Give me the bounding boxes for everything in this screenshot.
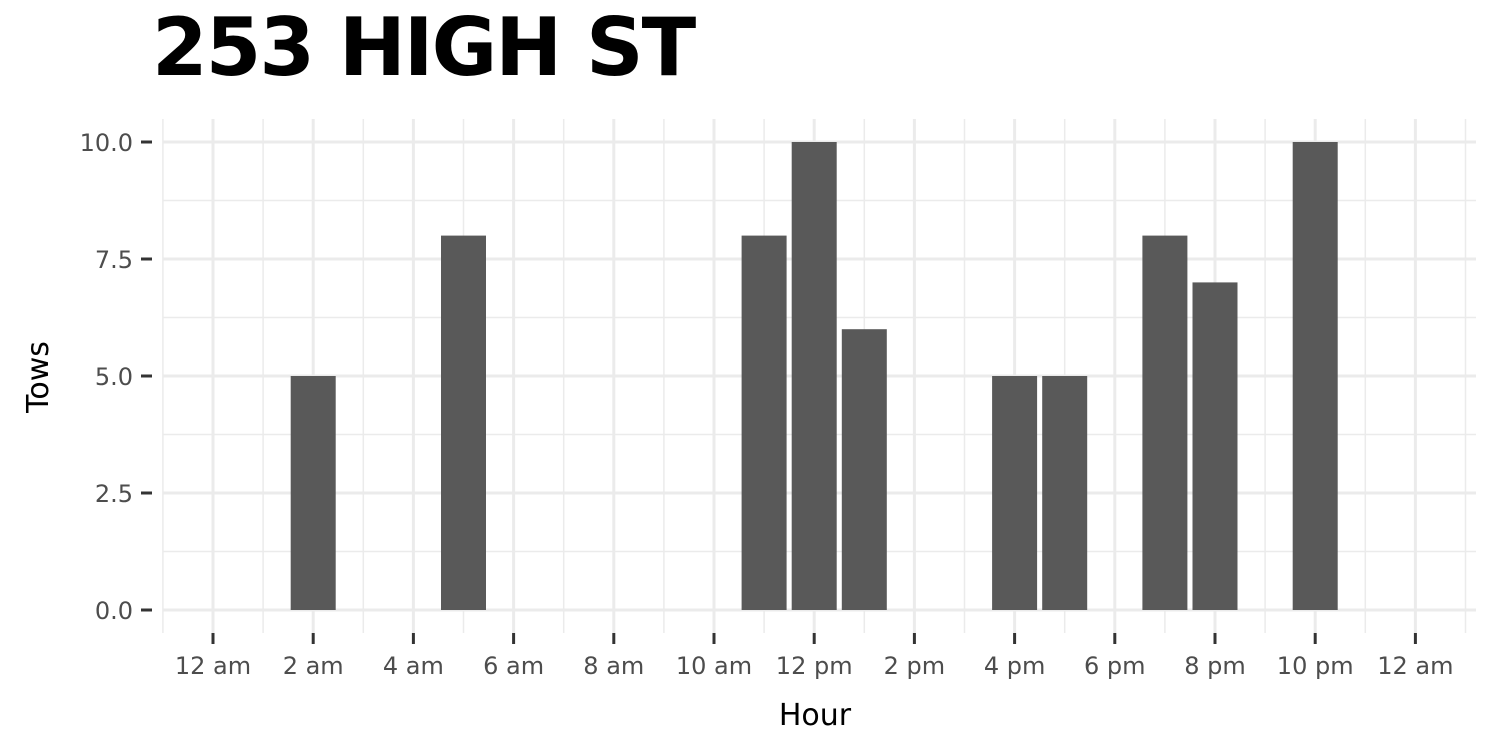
x-tick-label: 10 pm [1277, 652, 1354, 680]
y-tick-label: 10.0 [80, 129, 133, 157]
bar-hour-2 [290, 376, 336, 610]
bar-hour-20 [1192, 282, 1238, 610]
x-tick-label: 6 am [483, 652, 544, 680]
bar-hour-13 [841, 329, 887, 610]
bar-hour-12 [791, 142, 837, 610]
x-tick-label: 2 am [283, 652, 344, 680]
x-axis: 12 am 2 am 4 am 6 am 8 am 10 am 12 pm 2 pm 4 pm 6… [175, 633, 1454, 680]
x-tick-label: 4 am [383, 652, 444, 680]
bar-hour-19 [1142, 235, 1188, 610]
bar-hour-22 [1292, 142, 1338, 610]
x-axis-title: Hour [779, 698, 852, 733]
bar-hour-16 [992, 376, 1038, 610]
x-tick-label: 12 am [1377, 652, 1453, 680]
y-tick-label: 0.0 [95, 597, 133, 625]
y-axis: 0.0 2.5 5.0 7.5 10.0 [80, 129, 152, 625]
x-tick-label: 2 pm [884, 652, 946, 680]
y-tick-label: 7.5 [95, 246, 133, 274]
bar-hour-17 [1042, 376, 1088, 610]
y-axis-title: Tows [21, 341, 56, 414]
bar-hour-5 [441, 235, 486, 610]
x-tick-label: 10 am [676, 652, 752, 680]
y-tick-label: 2.5 [95, 480, 133, 508]
y-tick-label: 5.0 [95, 363, 133, 391]
chart-title: 253 HIGH ST [152, 1, 696, 94]
x-tick-label: 12 pm [776, 652, 853, 680]
bars [290, 142, 1338, 610]
x-tick-label: 8 pm [1184, 652, 1246, 680]
x-tick-label: 8 am [583, 652, 644, 680]
x-tick-label: 12 am [175, 652, 251, 680]
x-tick-label: 6 pm [1084, 652, 1146, 680]
x-tick-label: 4 pm [984, 652, 1046, 680]
bar-hour-11 [741, 235, 787, 610]
